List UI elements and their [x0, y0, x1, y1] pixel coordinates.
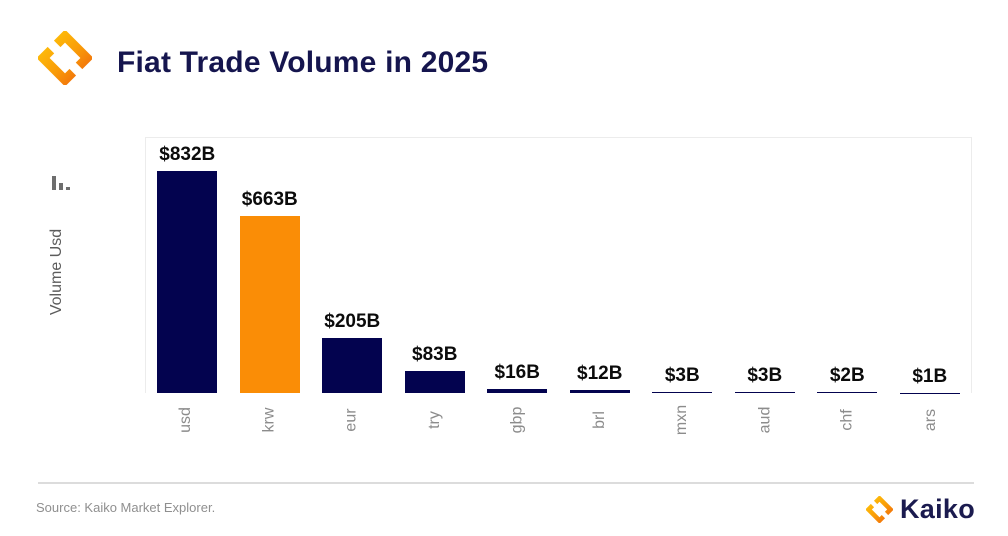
x-tick-eur: eur [310, 393, 393, 447]
x-tick-label: krw [260, 407, 278, 433]
x-axis-tick-labels: usd krw eur try gbp brl mxn aud chf ars [145, 393, 972, 447]
bar-column-krw: $663B [229, 189, 312, 393]
kaiko-logo-icon [865, 496, 893, 523]
bar-krw [239, 216, 300, 393]
bar-chart-icon [52, 176, 70, 190]
bar-column-brl: $12B [559, 363, 642, 393]
x-tick-mxn: mxn [641, 393, 724, 447]
bar-chf [817, 392, 878, 393]
footer-divider [38, 482, 974, 484]
x-tick-usd: usd [145, 393, 228, 447]
bar-column-eur: $205B [311, 311, 394, 393]
x-tick-label: aud [756, 406, 774, 434]
x-tick-ars: ars [889, 393, 972, 447]
bar-brl [569, 389, 630, 393]
bar-column-chf: $2B [806, 365, 889, 393]
bar-value-label: $832B [159, 144, 216, 165]
bar-try [404, 370, 465, 393]
source-note: Source: Kaiko Market Explorer. [36, 500, 216, 515]
bar-mxn [652, 392, 713, 393]
bar-aud [734, 392, 795, 393]
bar-value-label: $12B [577, 362, 623, 384]
bar-column-gbp: $16B [476, 362, 559, 393]
bar-value-label: $3B [747, 365, 783, 387]
x-tick-label: brl [590, 411, 608, 429]
x-tick-gbp: gbp [476, 393, 559, 447]
bar-gbp [487, 388, 548, 393]
bar-value-label: $83B [412, 343, 458, 365]
plot-area: $832B $663B $205B $83B $16B $12B $3B $3B $2B $1B [145, 137, 972, 393]
bar-column-try: $83B [394, 344, 477, 393]
bar-value-label: $663B [241, 189, 298, 211]
x-tick-brl: brl [559, 393, 642, 447]
x-tick-label: chf [838, 409, 856, 431]
x-tick-label: eur [342, 408, 360, 432]
x-tick-label: usd [177, 407, 195, 433]
bar-value-label: $205B [324, 311, 381, 333]
x-tick-label: ars [921, 408, 939, 432]
bar-series: $832B $663B $205B $83B $16B $12B $3B $3B $2B $1B [146, 138, 971, 393]
kaiko-logo-icon [38, 31, 92, 85]
bar-usd [157, 171, 218, 393]
bar-column-aud: $3B [724, 365, 807, 393]
bar-column-usd: $832B [146, 144, 229, 393]
bar-value-label: $3B [664, 365, 700, 387]
y-axis-label: Volume Usd [48, 228, 65, 316]
bar-value-label: $16B [494, 361, 540, 383]
x-tick-label: gbp [508, 406, 526, 434]
x-tick-label: mxn [673, 404, 691, 436]
x-tick-krw: krw [228, 393, 311, 447]
footer-brand: Kaiko [865, 494, 975, 525]
brand-wordmark: Kaiko [899, 494, 975, 524]
x-tick-try: try [393, 393, 476, 447]
x-tick-chf: chf [807, 393, 890, 447]
page-title: Fiat Trade Volume in 2025 [117, 46, 489, 79]
x-tick-label: try [425, 411, 443, 429]
bar-column-mxn: $3B [641, 365, 724, 393]
bar-column-ars: $1B [889, 366, 972, 393]
bar-eur [322, 338, 383, 393]
x-tick-aud: aud [724, 393, 807, 447]
bar-value-label: $2B [829, 365, 865, 387]
bar-value-label: $1B [912, 365, 948, 387]
